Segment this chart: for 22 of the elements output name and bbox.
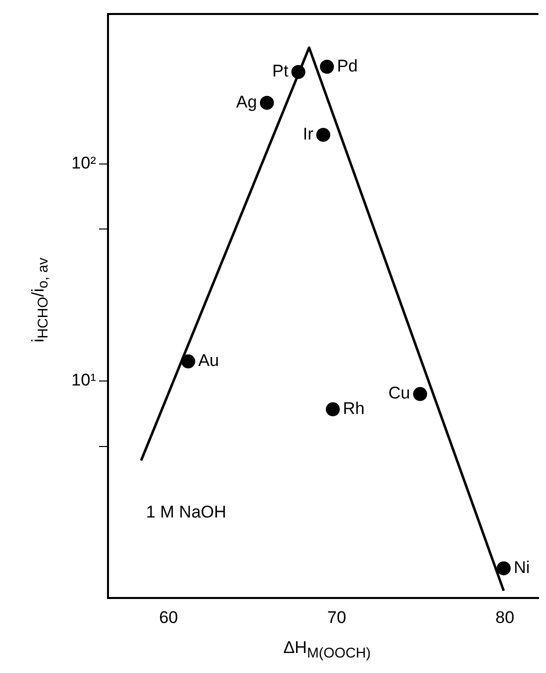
annotation: Ni [514,558,530,578]
point [316,128,330,142]
x-tick-label: 80 [495,608,514,627]
point [413,387,428,402]
point [181,354,196,368]
point [260,96,274,110]
annotation: Pt [272,62,289,81]
x-tick-label: 70 [327,608,346,627]
y-tick-label: 10¹ [71,370,96,390]
annotation: Au [198,351,220,370]
annotation: Ag [236,92,257,112]
x-axis-title: ΔH$_{M(OOCH)}$ [282,638,372,662]
annotation: Pd [336,56,358,76]
point [320,60,334,74]
point [496,561,511,576]
annotation: Rh [342,398,365,418]
point [326,402,340,416]
annotation: 1 M NaOH [146,502,226,522]
y-tick-label: 10² [71,154,96,173]
x-tick-label: 60 [159,608,178,627]
annotation: Ir [302,124,314,144]
annotation: Cu [388,384,410,403]
